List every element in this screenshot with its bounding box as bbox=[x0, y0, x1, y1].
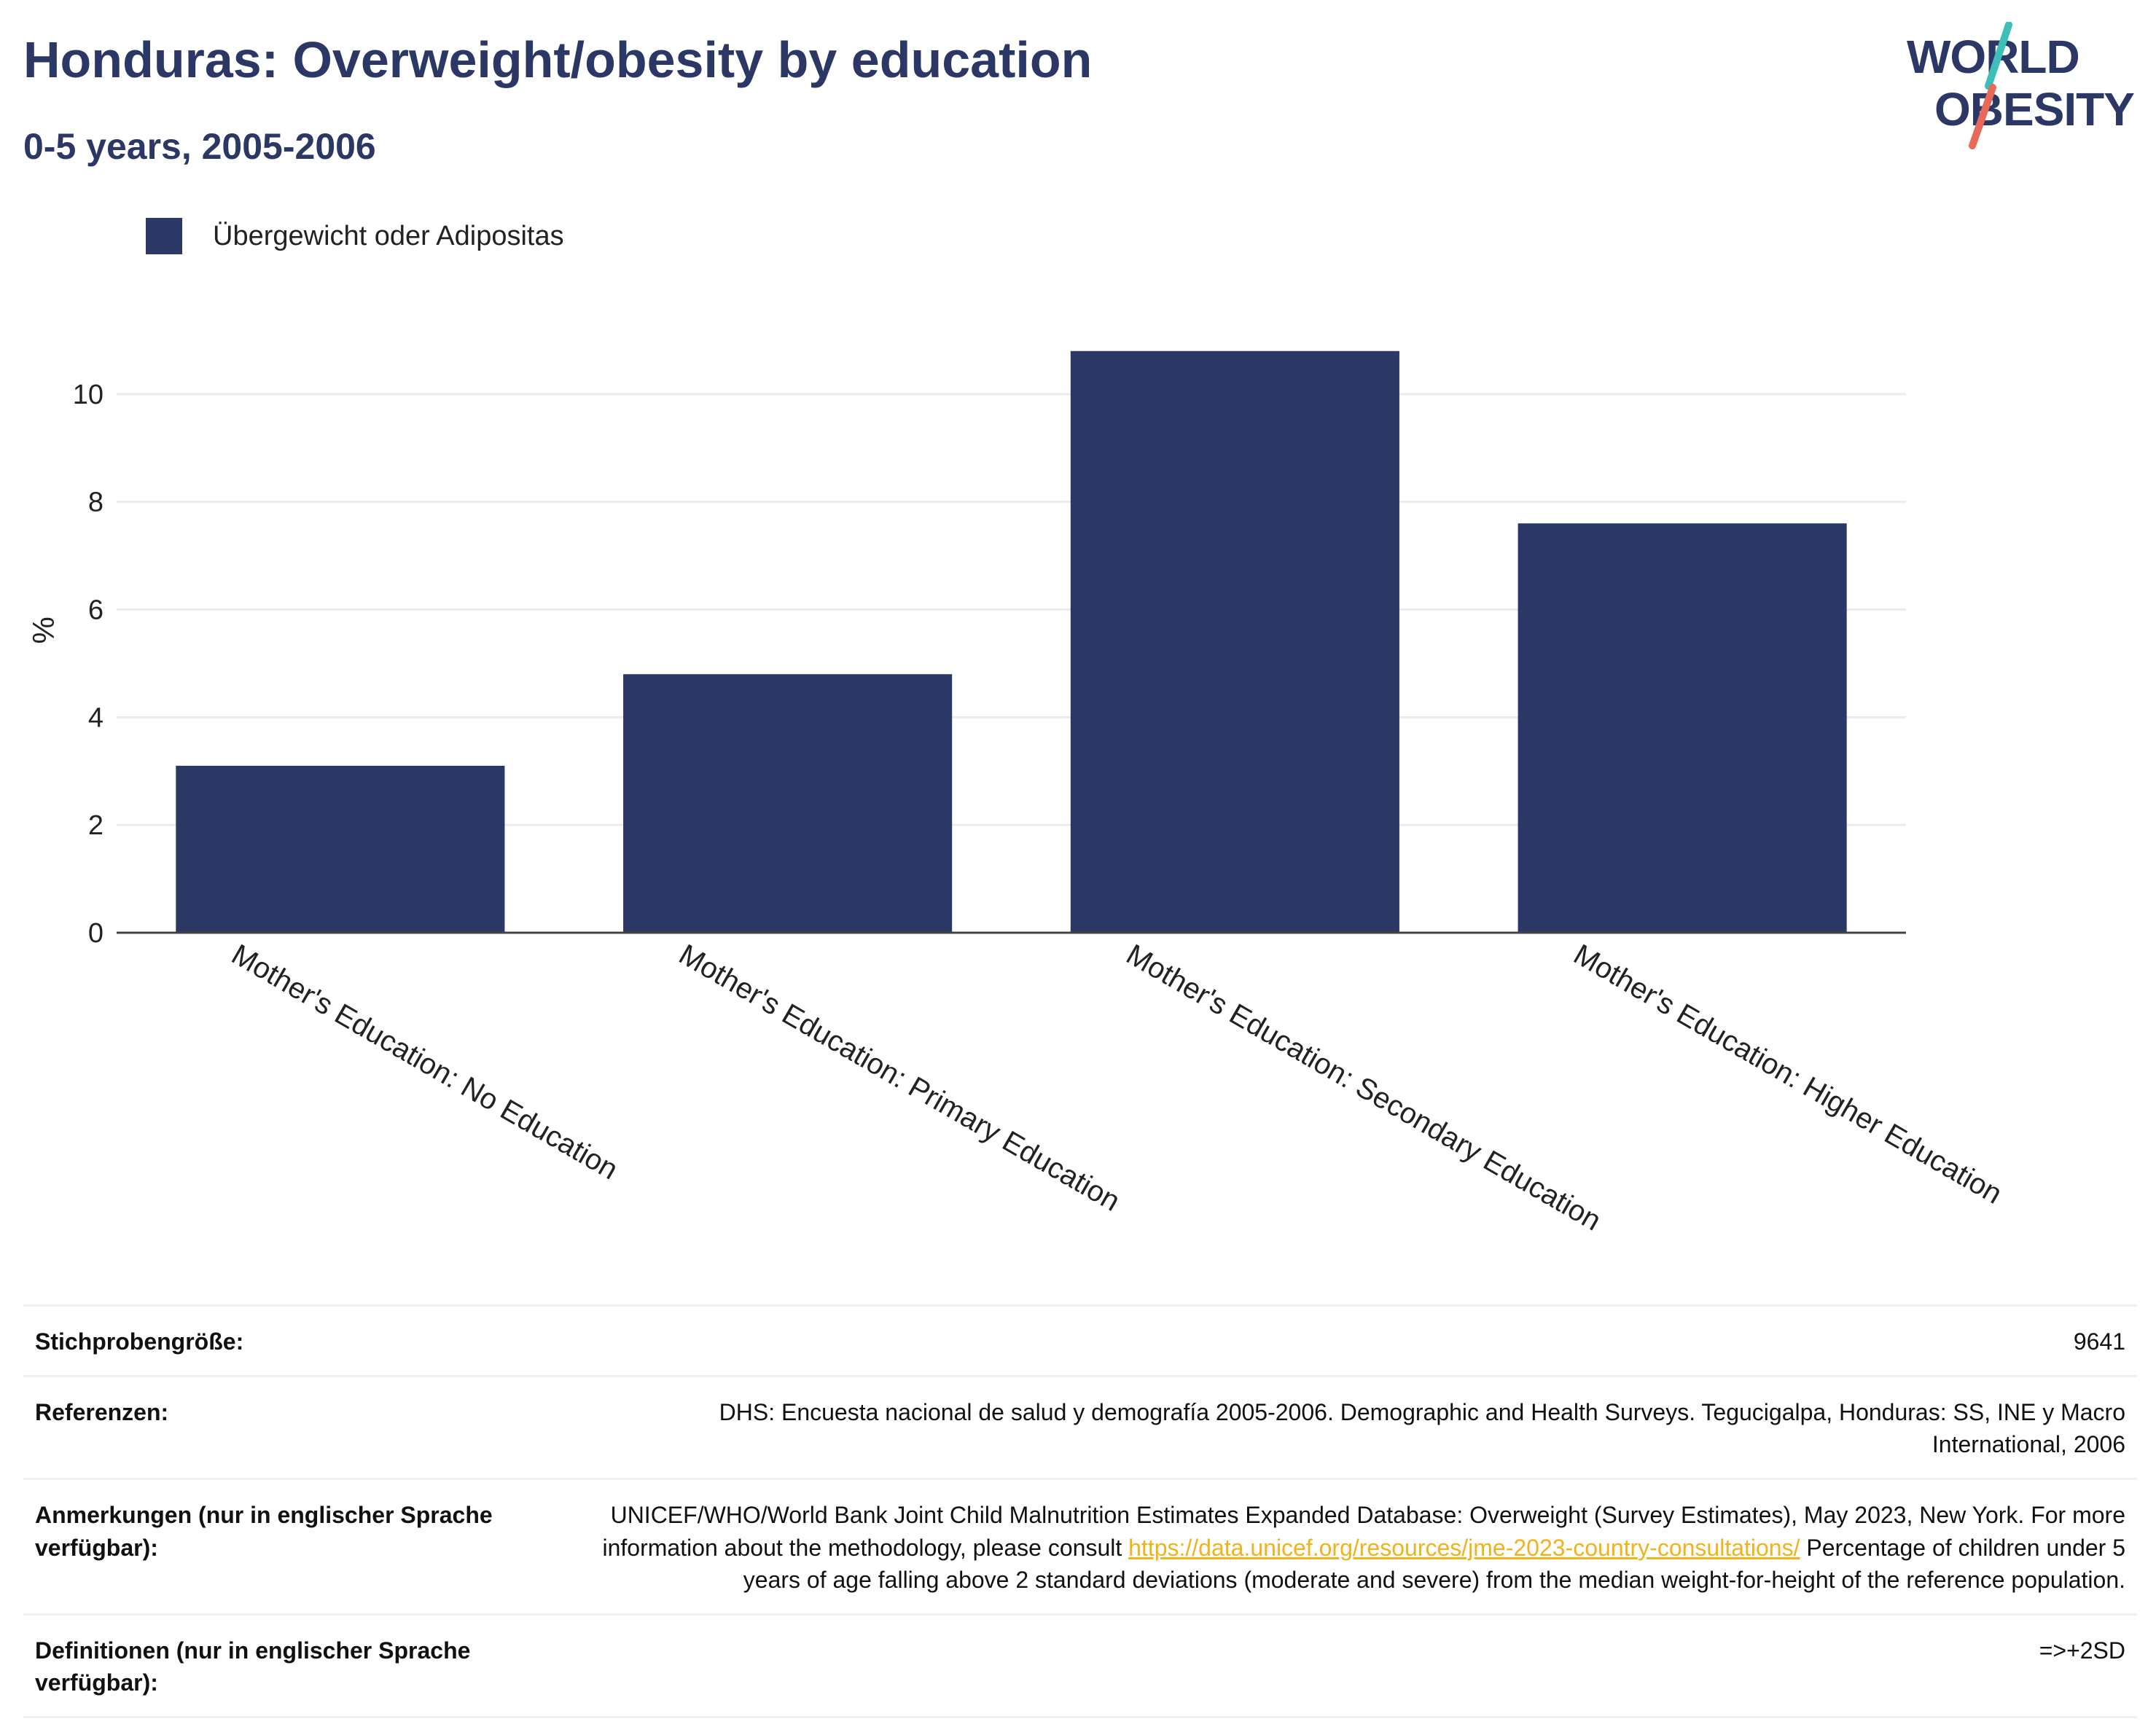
sample-size-value: 9641 bbox=[571, 1304, 2137, 1378]
info-row-sample-size: Stichprobengröße: 9641 bbox=[23, 1304, 2137, 1378]
notes-label: Anmerkungen (nur in englischer Sprache v… bbox=[23, 1478, 571, 1615]
legend-label: Übergewicht oder Adipositas bbox=[213, 220, 564, 251]
bar bbox=[176, 765, 505, 933]
info-row-definitions: Definitionen (nur in englischer Sprache … bbox=[23, 1613, 2137, 1719]
x-tick-label: Mother's Education: Primary Education bbox=[673, 939, 1125, 1218]
references-value: DHS: Encuesta nacional de salud y demogr… bbox=[571, 1375, 2137, 1481]
x-tick-label: Mother's Education: Secondary Education bbox=[1121, 939, 1606, 1237]
world-obesity-logo: WORLD OBESITY bbox=[1907, 22, 2135, 149]
y-tick-label: 8 bbox=[88, 487, 103, 518]
definitions-label: Definitionen (nur in englischer Sprache … bbox=[23, 1613, 571, 1719]
y-tick-label: 4 bbox=[88, 702, 103, 733]
logo-slash-bottom bbox=[1969, 84, 1996, 149]
info-row-notes: Anmerkungen (nur in englischer Sprache v… bbox=[23, 1478, 2137, 1615]
sample-size-label: Stichprobengröße: bbox=[23, 1304, 571, 1378]
x-tick-label: Mother's Education: Higher Education bbox=[1569, 939, 2007, 1210]
info-table: Stichprobengröße: 9641 Referenzen: DHS: … bbox=[23, 1304, 2137, 1719]
bar bbox=[623, 674, 953, 933]
y-tick-label: 2 bbox=[88, 810, 103, 841]
y-tick-label: 0 bbox=[88, 918, 103, 949]
notes-text-before: UNICEF/WHO/World Bank Joint Child Malnut… bbox=[602, 1502, 2125, 1561]
logo-slash-top bbox=[1985, 22, 2012, 90]
definitions-value: =>+2SD bbox=[571, 1613, 2137, 1719]
y-tick-label: 10 bbox=[73, 380, 103, 410]
bar-chart: 0 2 4 6 8 10% Mother's Education: No Education… bbox=[26, 350, 2007, 1237]
notes-value: UNICEF/WHO/World Bank Joint Child Malnut… bbox=[571, 1478, 2137, 1615]
notes-text-after: Percentage of children under 5 years of … bbox=[743, 1534, 2125, 1593]
y-tick-label: 6 bbox=[88, 595, 103, 626]
logo-text-obesity: OBESITY bbox=[1934, 83, 2134, 136]
bar bbox=[1518, 523, 1847, 933]
chart-title: Honduras: Overweight/obesity by educatio… bbox=[23, 31, 1093, 88]
legend-swatch bbox=[146, 218, 182, 254]
info-row-references: Referenzen: DHS: Encuesta nacional de sa… bbox=[23, 1375, 2137, 1481]
y-axis-label: % bbox=[26, 616, 60, 643]
x-tick-label: Mother's Education: No Education bbox=[226, 939, 623, 1186]
references-label: Referenzen: bbox=[23, 1375, 571, 1481]
notes-link[interactable]: https://data.unicef.org/resources/jme-20… bbox=[1128, 1534, 1800, 1561]
legend[interactable]: Übergewicht oder Adipositas bbox=[146, 216, 564, 256]
bar bbox=[1070, 350, 1399, 933]
chart-subtitle: 0-5 years, 2005-2006 bbox=[23, 126, 376, 167]
